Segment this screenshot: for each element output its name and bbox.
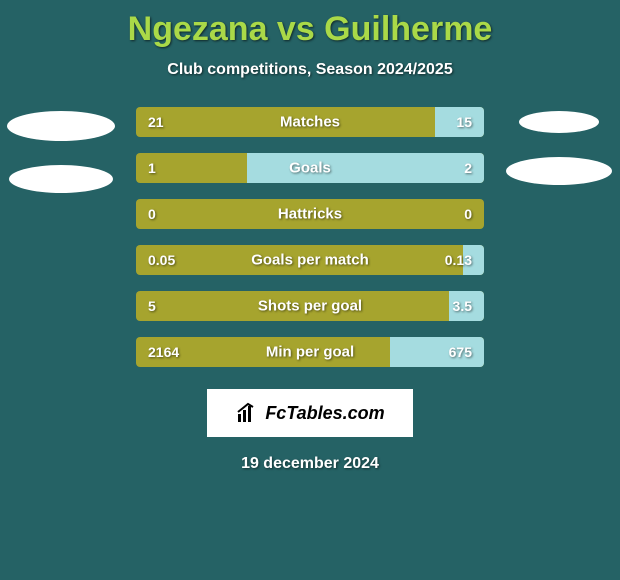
page-subtitle: Club competitions, Season 2024/2025	[167, 61, 452, 79]
stat-row: 1 Goals 2	[136, 153, 484, 183]
stat-label: Shots per goal	[258, 298, 362, 315]
page-title: Ngezana vs Guilherme	[128, 10, 493, 49]
stat-row: 21 Matches 15	[136, 107, 484, 137]
stat-bars: 21 Matches 15 1 Goals 2 0 Hattricks 0 0.05 Goals p…	[136, 107, 484, 367]
stat-left-value: 0.05	[148, 252, 175, 268]
stat-label: Hattricks	[278, 206, 342, 223]
stat-label: Min per goal	[266, 344, 354, 361]
chart-area: 21 Matches 15 1 Goals 2 0 Hattricks 0 0.05 Goals p…	[0, 107, 620, 367]
stat-right-value: 0.13	[445, 252, 472, 268]
stat-label: Goals per match	[251, 252, 369, 269]
stat-row: 2164 Min per goal 675	[136, 337, 484, 367]
left-oval	[9, 165, 113, 193]
right-oval	[506, 157, 612, 185]
stat-right-value: 15	[456, 114, 472, 130]
stat-left-value: 1	[148, 160, 156, 176]
stat-right-value: 2	[464, 160, 472, 176]
stat-left-value: 0	[148, 206, 156, 222]
stat-row: 5 Shots per goal 3.5	[136, 291, 484, 321]
comparison-infographic: Ngezana vs Guilherme Club competitions, …	[0, 0, 620, 473]
chart-icon	[235, 401, 259, 425]
stat-left-value: 5	[148, 298, 156, 314]
stat-row: 0 Hattricks 0	[136, 199, 484, 229]
left-oval	[7, 111, 115, 141]
right-oval	[519, 111, 599, 133]
stat-left-value: 2164	[148, 344, 179, 360]
stat-left-value: 21	[148, 114, 164, 130]
stat-row-fill	[247, 153, 484, 183]
stat-right-value: 0	[464, 206, 472, 222]
stat-label: Goals	[289, 160, 331, 177]
left-player-marks	[6, 107, 116, 193]
brand-text: FcTables.com	[265, 403, 384, 424]
right-player-marks	[504, 107, 614, 185]
stat-right-value: 675	[449, 344, 472, 360]
brand-badge: FcTables.com	[207, 389, 413, 437]
stat-row: 0.05 Goals per match 0.13	[136, 245, 484, 275]
stat-label: Matches	[280, 114, 340, 131]
date-text: 19 december 2024	[241, 455, 379, 473]
stat-right-value: 3.5	[453, 298, 472, 314]
